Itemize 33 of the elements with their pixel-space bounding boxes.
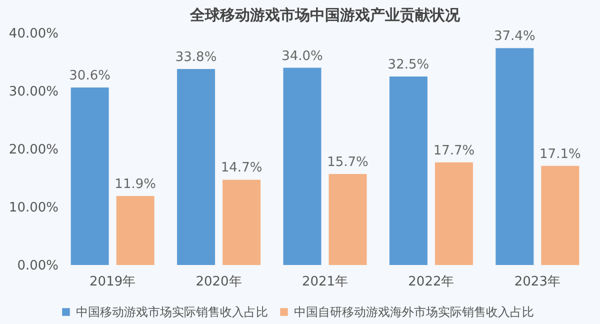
data-label: 34.0% [282,48,323,64]
data-label: 33.8% [175,50,217,65]
data-label: 37.4% [494,29,536,44]
bar [389,76,428,265]
chart-title: 全球移动游戏市场中国游戏产业贡献状况 [189,6,461,24]
bar [283,68,322,265]
bar [177,68,216,265]
x-tick-label: 2023年 [514,274,560,290]
bar [70,88,109,265]
data-label: 32.5% [388,58,430,72]
y-tick-label: 20.00% [8,142,58,158]
x-tick-label: 2020年 [196,274,242,290]
data-label: 14.7% [220,160,262,176]
y-tick-label: 10.00% [8,200,58,216]
bar [434,162,473,265]
y-tick-label: 30.00% [8,84,58,100]
legend-label: 中国移动游戏市场实际销售收入占比 [76,305,268,319]
bar [222,180,261,265]
bar [541,166,580,265]
data-label: 15.7% [327,154,368,170]
x-tick-label: 2022年 [408,274,454,290]
data-label: 11.9% [114,176,156,192]
bar [328,174,367,265]
bar [116,196,154,265]
y-tick-label: 0.00% [17,258,58,274]
y-tick-label: 40.00% [8,26,58,42]
bar [496,48,534,265]
data-label: 30.6% [69,68,110,84]
x-tick-label: 2021年 [302,274,348,290]
data-label: 17.1% [540,146,581,162]
data-label: 17.7% [433,143,475,158]
x-tick-label: 2019年 [90,274,136,290]
legend-label: 中国自研移动游戏海外市场实际销售收入占比 [294,305,534,319]
